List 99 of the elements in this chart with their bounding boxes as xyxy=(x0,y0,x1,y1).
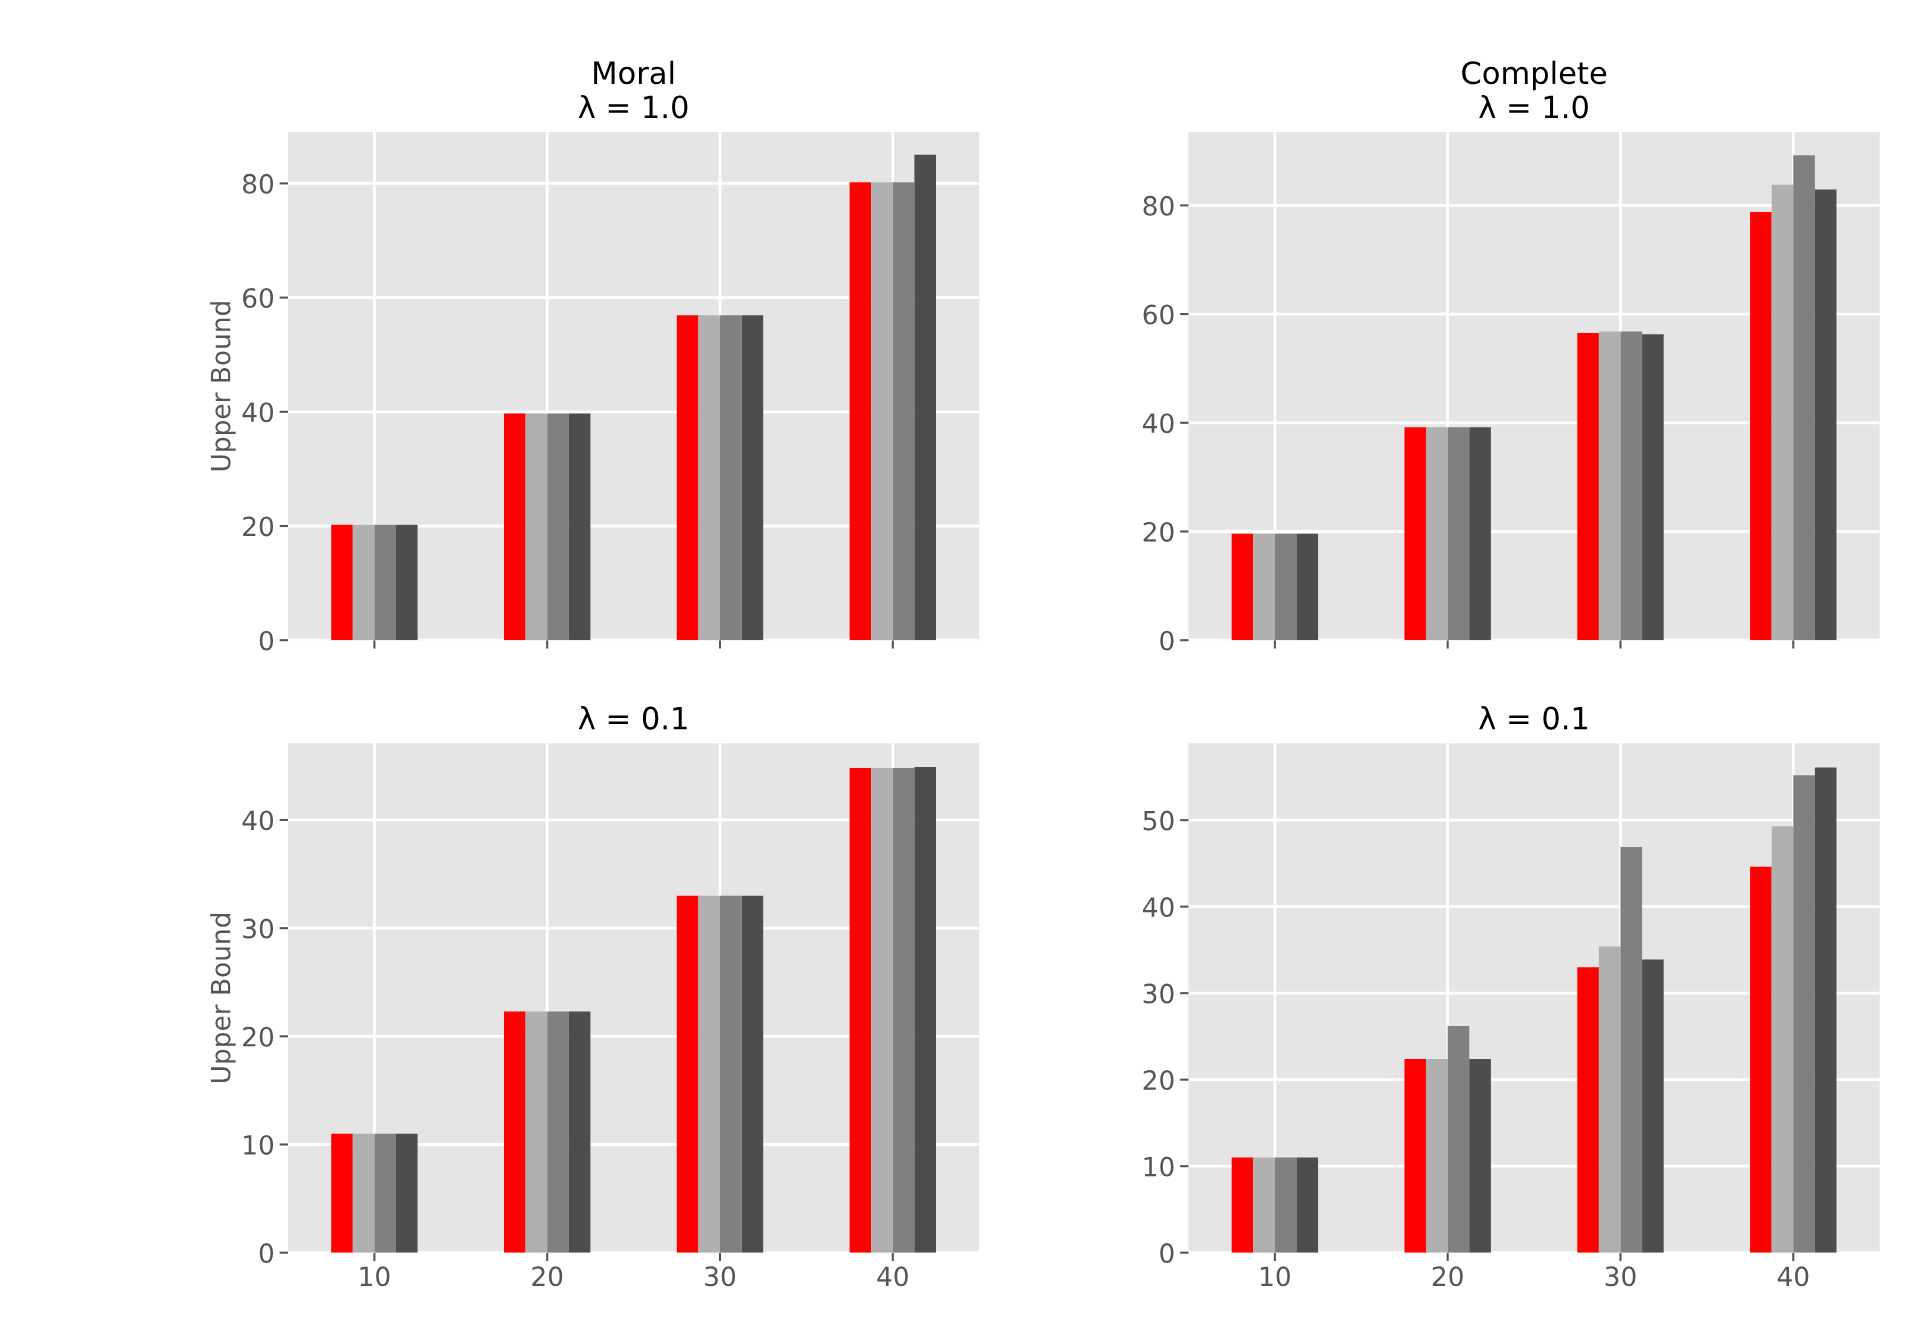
x-tick-label: 30 xyxy=(705,1266,736,1287)
bar xyxy=(1598,946,1621,1253)
bar xyxy=(1404,427,1427,641)
bar xyxy=(396,1133,418,1253)
bar xyxy=(1750,866,1772,1253)
y-axis-title: Upper Bound xyxy=(210,913,236,1082)
bar xyxy=(396,524,418,641)
bar xyxy=(720,315,742,641)
y-tick-label: 80 xyxy=(243,173,274,194)
y-tick-label: 60 xyxy=(1143,304,1174,325)
bar xyxy=(331,1133,353,1253)
y-tick-label: 40 xyxy=(1143,413,1174,434)
bar xyxy=(892,182,915,641)
bar xyxy=(1620,846,1643,1253)
bar xyxy=(914,766,936,1253)
bar xyxy=(1447,427,1470,641)
bar xyxy=(1793,775,1815,1253)
bar xyxy=(1296,533,1319,641)
bar xyxy=(504,1011,526,1253)
bar xyxy=(1793,155,1815,641)
x-tick-label: 20 xyxy=(532,1266,563,1287)
bar xyxy=(331,524,353,641)
y-tick-label: 60 xyxy=(243,288,274,308)
y-tick-label: 50 xyxy=(1143,810,1174,831)
y-tick-label: 0 xyxy=(1160,1243,1174,1264)
bar xyxy=(1253,1157,1275,1253)
bar xyxy=(1231,533,1254,641)
y-tick-label: 40 xyxy=(1143,897,1174,918)
bar xyxy=(1469,1058,1491,1253)
y-tick-label: 20 xyxy=(243,516,274,537)
chart-title: λ = 0.1 xyxy=(1479,706,1588,730)
bar xyxy=(1274,533,1297,641)
y-tick-label: 0 xyxy=(1160,630,1174,651)
bar xyxy=(1577,967,1599,1253)
bar xyxy=(1426,427,1448,641)
y-tick-label: 0 xyxy=(259,630,274,651)
bar xyxy=(1404,1058,1427,1253)
bar xyxy=(1771,184,1794,641)
x-tick-label: 20 xyxy=(1432,1266,1463,1287)
x-tick-label: 10 xyxy=(1260,1266,1290,1287)
y-tick-label: 20 xyxy=(243,1026,274,1047)
bar xyxy=(741,315,764,641)
x-tick-label: 40 xyxy=(1777,1266,1809,1287)
bar xyxy=(1642,959,1664,1253)
bar xyxy=(1577,333,1599,641)
bar xyxy=(720,895,742,1253)
bar xyxy=(1620,331,1643,641)
x-tick-label: 30 xyxy=(1605,1266,1636,1287)
bar xyxy=(1469,427,1491,641)
chart-title: Moral λ = 1.0 xyxy=(578,60,688,119)
bar xyxy=(914,154,936,641)
y-tick-label: 40 xyxy=(242,402,274,423)
bar xyxy=(525,413,548,641)
bar xyxy=(1447,1026,1470,1253)
bar xyxy=(504,413,526,641)
bar xyxy=(1253,533,1275,641)
bar xyxy=(568,413,591,641)
bar xyxy=(374,524,396,641)
y-tick-label: 30 xyxy=(1143,983,1174,1004)
bar xyxy=(676,895,699,1253)
bar xyxy=(1274,1157,1297,1253)
y-tick-label: 0 xyxy=(259,1243,274,1264)
y-tick-label: 80 xyxy=(1143,195,1174,216)
bar xyxy=(568,1011,591,1253)
bar xyxy=(1814,189,1837,641)
bar xyxy=(741,895,764,1253)
x-tick-label: 40 xyxy=(877,1266,908,1287)
y-tick-label: 40 xyxy=(242,810,274,831)
bar xyxy=(1750,211,1772,641)
bar xyxy=(547,1011,569,1253)
chart-title: Complete λ = 1.0 xyxy=(1462,60,1607,119)
bar xyxy=(849,768,872,1253)
bar xyxy=(1642,334,1664,641)
y-tick-label: 20 xyxy=(1143,1070,1174,1091)
chart-title: λ = 0.1 xyxy=(578,706,687,730)
bar xyxy=(525,1011,548,1253)
bar xyxy=(1231,1157,1254,1253)
bar xyxy=(1296,1157,1319,1253)
bar xyxy=(374,1133,396,1253)
y-axis-title: Upper Bound xyxy=(210,302,236,471)
y-tick-label: 20 xyxy=(1143,521,1174,542)
bar xyxy=(1771,826,1794,1253)
bar xyxy=(698,315,720,641)
y-tick-label: 10 xyxy=(1144,1156,1174,1177)
bar xyxy=(352,524,375,641)
bar xyxy=(1814,767,1837,1253)
bar xyxy=(676,315,699,641)
bar xyxy=(871,768,893,1253)
x-tick-label: 10 xyxy=(360,1266,390,1287)
bar xyxy=(547,413,569,641)
y-tick-label: 10 xyxy=(244,1134,274,1155)
y-tick-label: 30 xyxy=(243,918,274,939)
bar xyxy=(871,182,893,641)
bar xyxy=(849,182,872,641)
bar xyxy=(698,895,720,1253)
bar xyxy=(352,1133,375,1253)
bar xyxy=(1426,1058,1448,1253)
bar xyxy=(1598,331,1621,641)
bar xyxy=(892,768,915,1253)
